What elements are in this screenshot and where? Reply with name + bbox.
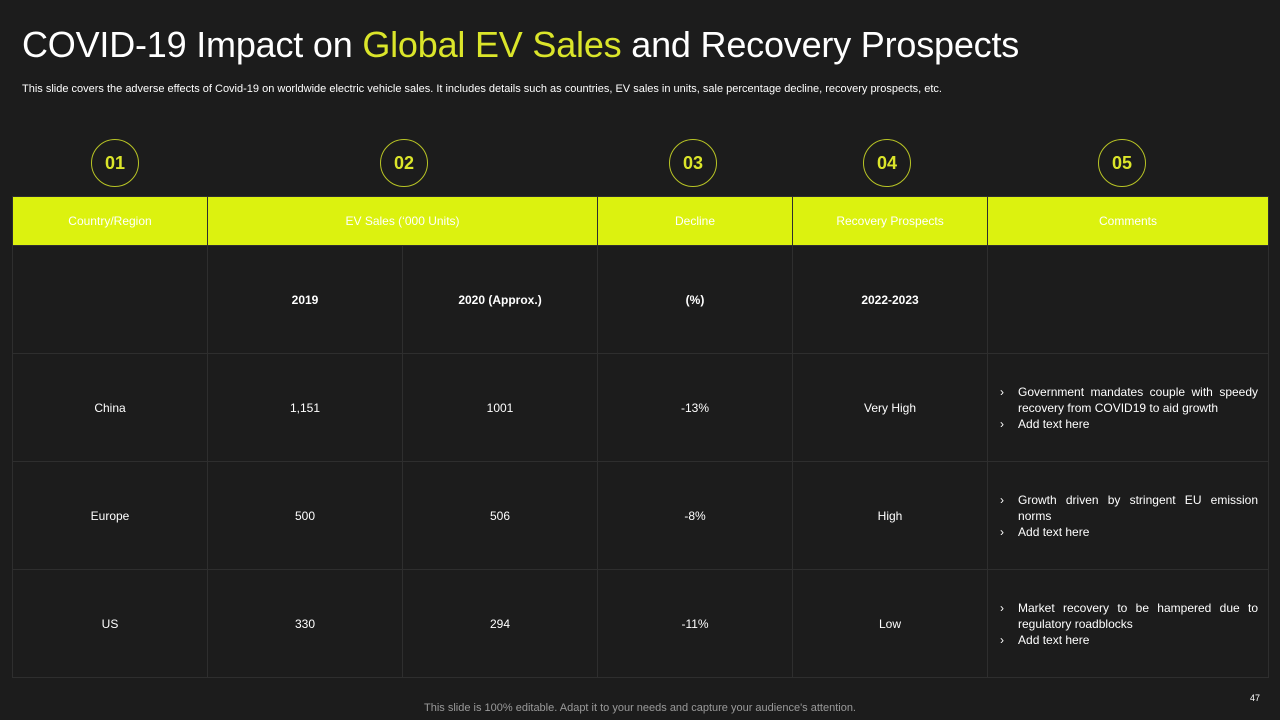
chevron-right-icon: › xyxy=(1000,492,1005,507)
header-country: Country/Region xyxy=(12,196,208,246)
comment-list: › Government mandates couple with speedy … xyxy=(998,384,1258,432)
step-badge-05: 05 xyxy=(1098,139,1146,187)
subheader-comments-empty xyxy=(987,245,1270,354)
comment-item: › Add text here xyxy=(998,632,1258,648)
comment-list: › Growth driven by stringent EU emission … xyxy=(998,492,1258,540)
cell-sales-2020: 506 xyxy=(401,461,599,570)
cell-sales-2020: 1001 xyxy=(401,353,599,462)
title-highlight: Global EV Sales xyxy=(362,24,622,65)
chevron-right-icon: › xyxy=(1000,632,1005,647)
cell-sales-2020: 294 xyxy=(401,569,599,678)
page-number: 47 xyxy=(1249,693,1260,703)
comment-text: Add text here xyxy=(1018,632,1090,647)
comment-item: › Growth driven by stringent EU emission … xyxy=(998,492,1258,524)
subheader-2020: 2020 (Approx.) xyxy=(401,245,599,354)
comment-list: › Market recovery to be hampered due to r… xyxy=(998,600,1258,648)
cell-comments: › Market recovery to be hampered due to r… xyxy=(987,569,1270,678)
table-row: US 330 294 -11% Low › Market recovery to … xyxy=(12,569,1270,678)
header-recovery: Recovery Prospects xyxy=(792,196,989,246)
chevron-right-icon: › xyxy=(1000,416,1005,431)
table-subheader-row: 2019 2020 (Approx.) (%) 2022-2023 xyxy=(12,245,1270,354)
cell-recovery: High xyxy=(792,461,989,570)
title-part-2: and Recovery Prospects xyxy=(621,24,1020,65)
subheader-2019: 2019 xyxy=(207,245,403,354)
cell-comments: › Government mandates couple with speedy … xyxy=(987,353,1270,462)
comment-item: › Market recovery to be hampered due to r… xyxy=(998,600,1258,632)
chevron-right-icon: › xyxy=(1000,524,1005,539)
step-badge-04: 04 xyxy=(863,139,911,187)
subheader-empty xyxy=(12,245,208,354)
header-ev-sales: EV Sales (‘000 Units) xyxy=(206,196,599,246)
subheader-recovery-period: 2022-2023 xyxy=(792,245,989,354)
comment-item: › Government mandates couple with speedy … xyxy=(998,384,1258,416)
chevron-right-icon: › xyxy=(1000,384,1005,399)
title-part-1: COVID-19 Impact on xyxy=(22,24,363,65)
cell-country: Europe xyxy=(12,461,208,570)
slide-subtitle: This slide covers the adverse effects of… xyxy=(22,83,942,95)
step-badge-03: 03 xyxy=(669,139,717,187)
cell-sales-2019: 1,151 xyxy=(207,353,403,462)
comment-item: › Add text here xyxy=(998,416,1258,432)
cell-comments: › Growth driven by stringent EU emission … xyxy=(987,461,1270,570)
comment-text: Add text here xyxy=(1018,416,1090,431)
comment-text: Add text here xyxy=(1018,524,1090,539)
cell-decline: -11% xyxy=(597,569,794,678)
header-comments: Comments xyxy=(987,196,1270,246)
cell-decline: -13% xyxy=(597,353,794,462)
ev-sales-table: Country/Region EV Sales (‘000 Units) Dec… xyxy=(12,196,1270,678)
cell-sales-2019: 500 xyxy=(207,461,403,570)
table-row: Europe 500 506 -8% High › Growth driven b… xyxy=(12,461,1270,570)
comment-text: Government mandates couple with speedy r… xyxy=(1018,384,1259,415)
slide-title: COVID-19 Impact on Global EV Sales and R… xyxy=(22,24,1019,66)
step-badge-02: 02 xyxy=(380,139,428,187)
cell-decline: -8% xyxy=(597,461,794,570)
comment-text: Market recovery to be hampered due to re… xyxy=(1018,600,1259,631)
cell-recovery: Very High xyxy=(792,353,989,462)
subheader-decline-unit: (%) xyxy=(597,245,794,354)
comment-item: › Add text here xyxy=(998,524,1258,540)
cell-recovery: Low xyxy=(792,569,989,678)
cell-sales-2019: 330 xyxy=(207,569,403,678)
table-header-row: Country/Region EV Sales (‘000 Units) Dec… xyxy=(12,196,1270,246)
comment-text: Growth driven by stringent EU emission n… xyxy=(1018,492,1259,523)
table-row: China 1,151 1001 -13% Very High › Governm… xyxy=(12,353,1270,462)
footer-note: This slide is 100% editable. Adapt it to… xyxy=(424,702,856,714)
cell-country: US xyxy=(12,569,208,678)
chevron-right-icon: › xyxy=(1000,600,1005,615)
cell-country: China xyxy=(12,353,208,462)
step-badge-01: 01 xyxy=(91,139,139,187)
header-decline: Decline xyxy=(597,196,794,246)
